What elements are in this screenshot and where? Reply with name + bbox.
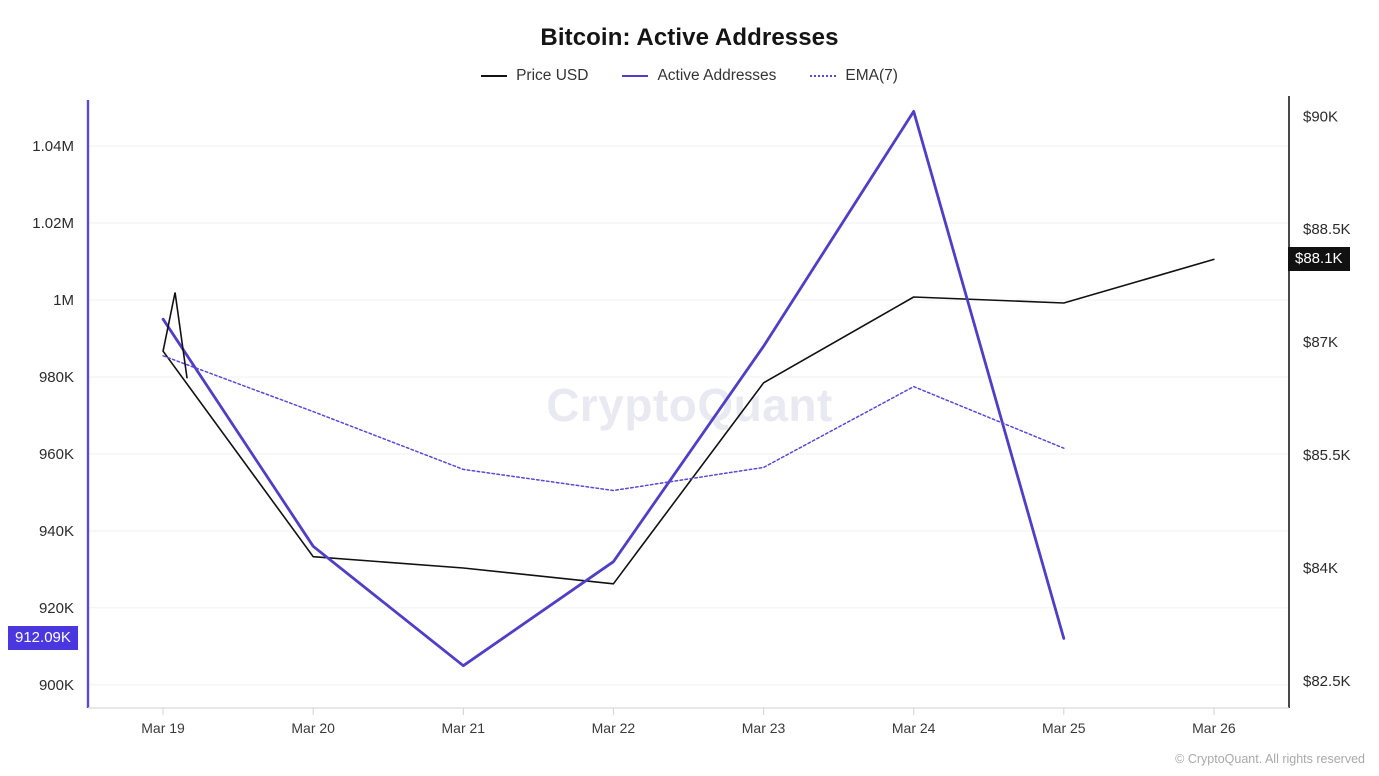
series-line-price-usd (162, 258, 1215, 585)
legend-label: EMA(7) (845, 67, 898, 84)
x-axis-tick-label: Mar 26 (1192, 720, 1236, 736)
left-axis-tick-label: 960K (39, 446, 74, 463)
left-axis-tick-label: 1.04M (32, 138, 74, 155)
x-axis-tick-label: Mar 25 (1042, 720, 1086, 736)
right-axis-tick-label: $85.5K (1303, 447, 1351, 464)
dotted-purple-line-icon (810, 75, 837, 77)
x-axis-tick-label: Mar 24 (892, 720, 936, 736)
legend-item-active-addresses[interactable]: Active Addresses (622, 67, 776, 85)
left-axis-tick-label: 1.02M (32, 215, 74, 232)
left-axis-tick-label: 900K (39, 677, 74, 694)
legend-item-price-usd[interactable]: Price USD (481, 67, 588, 85)
copyright-footer: © CryptoQuant. All rights reserved (1175, 752, 1365, 766)
left-axis-tick-label: 940K (39, 523, 74, 540)
x-axis-tick-label: Mar 20 (291, 720, 335, 736)
right-axis-tick-label: $88.5K (1303, 221, 1351, 238)
x-axis-tick-label: Mar 22 (592, 720, 636, 736)
chart-legend: Price USD Active Addresses EMA(7) (0, 67, 1379, 85)
right-axis-highlight-badge: $88.1K (1288, 247, 1350, 272)
solid-purple-line-icon (622, 75, 649, 77)
legend-label: Price USD (516, 67, 589, 84)
right-axis-tick-label: $82.5K (1303, 673, 1351, 690)
price-usd-intraday-spike (162, 292, 188, 379)
right-axis-tick-label: $90K (1303, 108, 1338, 125)
right-axis-tick-label: $87K (1303, 334, 1338, 351)
series-line-ema-7 (162, 355, 1065, 492)
x-axis-tick-label: Mar 23 (742, 720, 786, 736)
legend-label: Active Addresses (657, 67, 777, 84)
series-line-active-addresses (161, 110, 1066, 668)
left-axis-highlight-badge: 912.09K (8, 626, 78, 651)
solid-black-line-icon (481, 75, 508, 77)
legend-item-ema7[interactable]: EMA(7) (810, 67, 898, 85)
left-axis-tick-label: 1M (53, 292, 74, 309)
x-axis-tick-label: Mar 19 (141, 720, 185, 736)
chart-title: Bitcoin: Active Addresses (540, 24, 839, 51)
right-axis-tick-label: $84K (1303, 560, 1338, 577)
x-axis-tick-label: Mar 21 (442, 720, 486, 736)
left-axis-tick-label: 920K (39, 600, 74, 617)
cryptoquant-watermark: CryptoQuant (546, 379, 833, 431)
left-axis-tick-label: 980K (39, 369, 74, 386)
